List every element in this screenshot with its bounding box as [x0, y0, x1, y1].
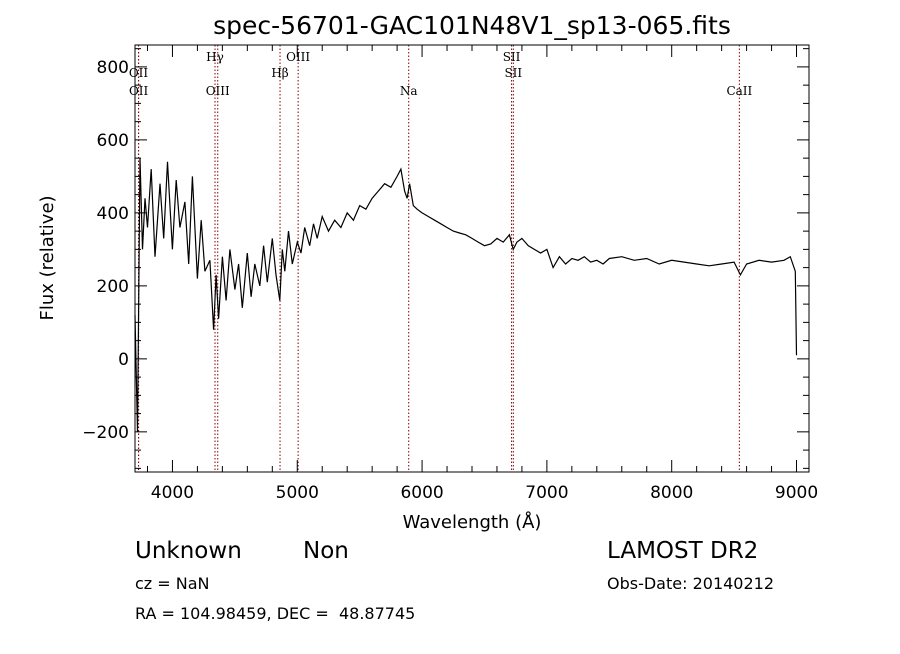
emission-line-label: OII: [129, 84, 149, 98]
axis-ticks: 4000 5000 6000 7000 8000 9000 −200 0 200 400 600 80…: [82, 45, 818, 503]
obs-date-label: Obs-Date: 20140212: [607, 574, 775, 593]
x-tick-label: 7000: [525, 483, 568, 503]
x-tick-label: 4000: [151, 483, 194, 503]
chart-title: spec-56701-GAC101N48V1_sp13-065.fits: [213, 11, 731, 40]
y-axis-label: Flux (relative): [37, 195, 58, 320]
survey-label: LAMOST DR2: [607, 538, 759, 564]
y-tick-label: 0: [118, 350, 129, 370]
y-tick-label: 800: [97, 58, 129, 78]
y-tick-label: 600: [97, 131, 129, 151]
emission-line-labels: OII OII Hγ OIII Hβ OIII Na SII SII CaII: [129, 50, 753, 98]
subclass-label: Non: [303, 538, 349, 564]
emission-line-label: Hγ: [206, 50, 224, 64]
x-tick-label: 8000: [650, 483, 693, 503]
spectrum-series-line: [134, 158, 798, 432]
emission-line-label: OIII: [286, 50, 310, 64]
y-tick-label: 400: [97, 204, 129, 224]
emission-line-label: SII: [504, 66, 522, 80]
x-tick-label: 6000: [400, 483, 443, 503]
emission-line-label: OII: [129, 66, 149, 80]
coordinates-label: RA = 104.98459, DEC = 48.87745: [135, 604, 416, 623]
y-tick-label: 200: [97, 277, 129, 297]
class-label: Unknown: [135, 538, 242, 564]
emission-line-label: Na: [400, 84, 418, 98]
plot-frame: [134, 44, 810, 473]
y-tick-label: −200: [82, 423, 129, 443]
emission-line-label: Hβ: [271, 66, 288, 80]
emission-line-markers: [137, 45, 740, 472]
x-tick-label: 5000: [276, 483, 319, 503]
x-axis-label: Wavelength (Å): [403, 511, 542, 533]
emission-line-label: SII: [503, 50, 521, 64]
x-tick-label: 9000: [775, 483, 818, 503]
emission-line-label: OIII: [206, 84, 230, 98]
redshift-label: cz = NaN: [135, 574, 210, 593]
emission-line-label: CaII: [726, 84, 752, 98]
